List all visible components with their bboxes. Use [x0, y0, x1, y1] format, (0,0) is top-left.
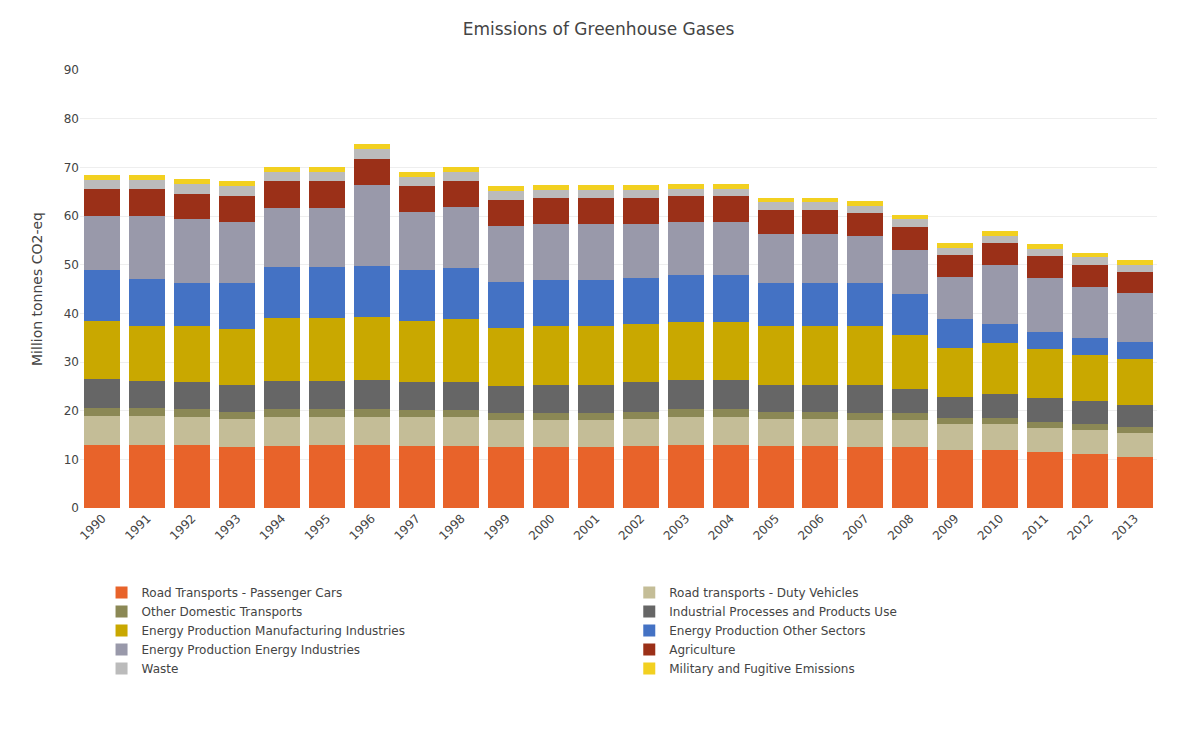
- svg-text:2009: 2009: [930, 511, 961, 542]
- svg-text:Waste: Waste: [142, 662, 179, 676]
- svg-text:1998: 1998: [436, 511, 467, 542]
- svg-text:1995: 1995: [302, 511, 333, 542]
- svg-text:Industrial Processes and Produ: Industrial Processes and Products Use: [669, 605, 897, 619]
- svg-text:2004: 2004: [706, 511, 737, 542]
- svg-text:2010: 2010: [975, 511, 1006, 542]
- svg-text:1990: 1990: [77, 511, 108, 542]
- svg-text:20: 20: [64, 404, 79, 418]
- svg-text:Emissions of Greenhouse Gases: Emissions of Greenhouse Gases: [463, 19, 735, 39]
- svg-text:2000: 2000: [526, 511, 557, 542]
- svg-text:70: 70: [64, 161, 79, 175]
- svg-text:Other Domestic Transports: Other Domestic Transports: [142, 605, 303, 619]
- svg-text:2006: 2006: [795, 511, 826, 542]
- svg-text:Energy Production Manufacturin: Energy Production Manufacturing Industri…: [142, 624, 405, 638]
- svg-text:1999: 1999: [481, 511, 512, 542]
- svg-text:Million tonnes CO2-eq: Million tonnes CO2-eq: [29, 212, 45, 366]
- svg-text:Road Transports - Passenger Ca: Road Transports - Passenger Cars: [142, 586, 343, 600]
- svg-text:Energy Production Other Sector: Energy Production Other Sectors: [669, 624, 865, 638]
- svg-text:90: 90: [64, 63, 79, 77]
- svg-text:2013: 2013: [1109, 511, 1140, 542]
- svg-text:2011: 2011: [1020, 511, 1051, 542]
- svg-text:Military and Fugitive Emission: Military and Fugitive Emissions: [669, 662, 854, 676]
- svg-text:10: 10: [64, 453, 79, 467]
- svg-text:50: 50: [64, 258, 79, 272]
- svg-text:1991: 1991: [122, 511, 153, 542]
- svg-text:1996: 1996: [347, 511, 378, 542]
- svg-text:80: 80: [64, 112, 79, 126]
- svg-text:2007: 2007: [840, 511, 871, 542]
- svg-text:Road transports - Duty Vehicle: Road transports - Duty Vehicles: [669, 586, 858, 600]
- svg-text:Energy Production Energy Indus: Energy Production Energy Industries: [142, 643, 361, 657]
- svg-text:0: 0: [71, 501, 79, 515]
- svg-text:2002: 2002: [616, 511, 647, 542]
- svg-text:2001: 2001: [571, 511, 602, 542]
- svg-text:2012: 2012: [1065, 511, 1096, 542]
- svg-text:2003: 2003: [661, 511, 692, 542]
- svg-text:1994: 1994: [257, 511, 288, 542]
- svg-text:2008: 2008: [885, 511, 916, 542]
- svg-text:1992: 1992: [167, 511, 198, 542]
- svg-text:Agriculture: Agriculture: [669, 643, 735, 657]
- svg-text:1997: 1997: [391, 511, 422, 542]
- svg-text:60: 60: [64, 209, 79, 223]
- svg-text:2005: 2005: [750, 511, 781, 542]
- svg-text:1993: 1993: [212, 511, 243, 542]
- svg-text:30: 30: [64, 355, 79, 369]
- svg-text:40: 40: [64, 307, 79, 321]
